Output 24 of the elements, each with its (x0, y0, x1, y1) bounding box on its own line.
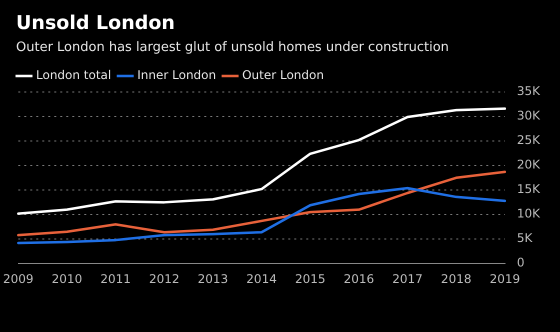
legend-label: London total (36, 68, 112, 82)
x-tick-label: 2016 (344, 272, 374, 286)
x-tick-label: 2011 (100, 272, 131, 286)
x-tick-label: 2019 (490, 272, 520, 286)
y-tick-label: 10K (516, 206, 542, 221)
x-tick-label: 2018 (440, 272, 472, 286)
x-tick-label: 2014 (246, 272, 277, 286)
chart-subtitle: Outer London has largest glut of unsold homes under construction (16, 40, 449, 55)
y-tick-label: 20K (516, 158, 542, 172)
chart-title: Unsold London (16, 12, 175, 34)
legend-label: Outer London (242, 68, 324, 82)
y-tick-label: 30K (516, 108, 542, 123)
y-tick-label: 0 (516, 256, 524, 270)
y-tick-label: 5K (516, 231, 534, 246)
y-tick-label: 25K (516, 133, 542, 148)
x-tick-label: 2015 (294, 272, 326, 286)
legend-label: Inner London (137, 68, 216, 82)
x-tick-label: 2017 (392, 272, 423, 286)
x-tick-label: 2013 (198, 272, 228, 286)
x-tick-label: 2012 (148, 272, 180, 286)
y-tick-label: 15K (516, 182, 542, 196)
x-tick-label: 2010 (52, 272, 82, 286)
x-tick-label: 2009 (2, 272, 34, 286)
y-tick-label: 35K (516, 84, 542, 98)
